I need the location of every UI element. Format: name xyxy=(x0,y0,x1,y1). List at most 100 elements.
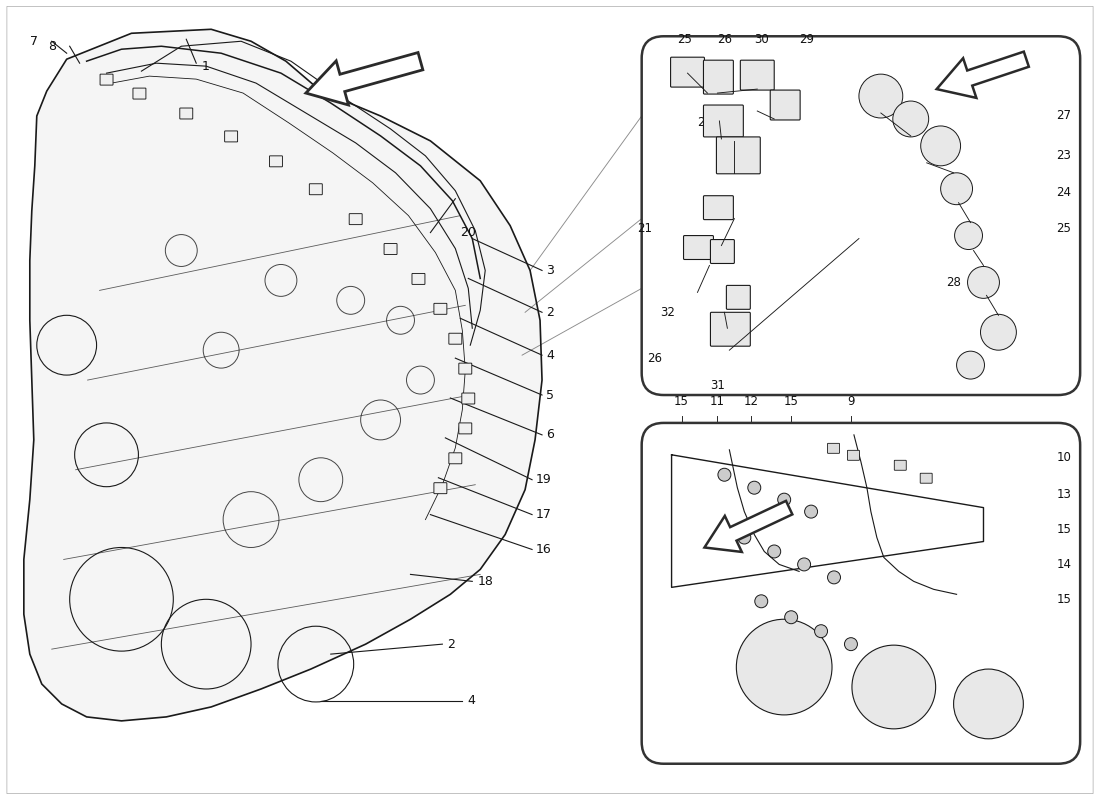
FancyBboxPatch shape xyxy=(412,274,425,285)
Text: 9: 9 xyxy=(847,395,855,408)
Circle shape xyxy=(784,610,798,624)
Circle shape xyxy=(851,645,936,729)
FancyBboxPatch shape xyxy=(459,363,472,374)
FancyBboxPatch shape xyxy=(711,312,750,346)
Text: 7: 7 xyxy=(30,34,37,48)
FancyBboxPatch shape xyxy=(641,423,1080,764)
Text: 25: 25 xyxy=(697,117,712,130)
FancyBboxPatch shape xyxy=(462,393,475,404)
Circle shape xyxy=(738,531,751,544)
FancyBboxPatch shape xyxy=(894,460,906,470)
Circle shape xyxy=(755,595,768,608)
Text: 11: 11 xyxy=(710,395,725,408)
FancyBboxPatch shape xyxy=(921,474,932,483)
Text: 2: 2 xyxy=(448,638,455,650)
Text: 26: 26 xyxy=(717,34,732,46)
Circle shape xyxy=(980,314,1016,350)
Text: 25: 25 xyxy=(1056,222,1071,235)
FancyBboxPatch shape xyxy=(847,450,859,460)
FancyBboxPatch shape xyxy=(433,482,447,494)
Circle shape xyxy=(968,266,1000,298)
Text: 8: 8 xyxy=(47,40,56,53)
Text: 1: 1 xyxy=(201,60,209,73)
Text: 10: 10 xyxy=(1056,451,1071,464)
Text: 24: 24 xyxy=(1056,186,1071,199)
FancyBboxPatch shape xyxy=(433,303,447,314)
Text: 22: 22 xyxy=(692,249,707,262)
Text: 32: 32 xyxy=(660,306,675,319)
Text: 4: 4 xyxy=(546,349,554,362)
FancyBboxPatch shape xyxy=(449,453,462,464)
Text: 21: 21 xyxy=(637,222,652,235)
FancyBboxPatch shape xyxy=(711,239,735,263)
Text: 27: 27 xyxy=(1056,110,1071,122)
Text: 4: 4 xyxy=(468,694,475,707)
FancyBboxPatch shape xyxy=(270,156,283,167)
Circle shape xyxy=(768,545,781,558)
Polygon shape xyxy=(937,52,1028,98)
Circle shape xyxy=(748,482,761,494)
Text: 14: 14 xyxy=(1056,558,1071,571)
Text: 17: 17 xyxy=(536,508,552,521)
Text: 15: 15 xyxy=(1056,593,1071,606)
Circle shape xyxy=(893,101,928,137)
FancyBboxPatch shape xyxy=(384,243,397,254)
Text: 23: 23 xyxy=(1056,150,1071,162)
Text: 6: 6 xyxy=(546,428,554,442)
FancyBboxPatch shape xyxy=(704,60,734,94)
FancyBboxPatch shape xyxy=(100,74,113,85)
FancyBboxPatch shape xyxy=(740,60,774,90)
Text: 26: 26 xyxy=(647,352,662,365)
FancyBboxPatch shape xyxy=(459,423,472,434)
Text: 15: 15 xyxy=(1056,523,1071,536)
FancyBboxPatch shape xyxy=(349,214,362,225)
Text: 28: 28 xyxy=(946,276,961,289)
FancyBboxPatch shape xyxy=(641,36,1080,395)
Circle shape xyxy=(798,558,811,571)
Circle shape xyxy=(955,222,982,250)
FancyBboxPatch shape xyxy=(133,88,146,99)
Circle shape xyxy=(718,468,730,482)
Text: 31: 31 xyxy=(710,378,725,391)
Text: 18: 18 xyxy=(477,575,493,588)
FancyBboxPatch shape xyxy=(704,105,744,137)
Text: 3: 3 xyxy=(546,264,554,277)
FancyBboxPatch shape xyxy=(716,137,760,174)
Text: 16: 16 xyxy=(536,543,552,556)
FancyBboxPatch shape xyxy=(770,90,800,120)
FancyBboxPatch shape xyxy=(449,334,462,344)
Text: 13: 13 xyxy=(1056,488,1071,501)
Circle shape xyxy=(736,619,832,715)
Circle shape xyxy=(859,74,903,118)
Circle shape xyxy=(804,505,817,518)
Polygon shape xyxy=(704,501,792,552)
Circle shape xyxy=(815,625,827,638)
Circle shape xyxy=(845,638,857,650)
FancyBboxPatch shape xyxy=(726,286,750,310)
FancyBboxPatch shape xyxy=(827,443,839,454)
FancyBboxPatch shape xyxy=(671,57,704,87)
Text: 19: 19 xyxy=(536,474,552,486)
Polygon shape xyxy=(664,619,1064,750)
Text: 15: 15 xyxy=(674,395,689,408)
FancyBboxPatch shape xyxy=(683,235,714,259)
Circle shape xyxy=(827,571,840,584)
FancyBboxPatch shape xyxy=(179,108,192,119)
Text: 29: 29 xyxy=(800,34,815,46)
FancyBboxPatch shape xyxy=(309,184,322,194)
Circle shape xyxy=(921,126,960,166)
Text: 5: 5 xyxy=(546,389,554,402)
Text: 25: 25 xyxy=(678,34,692,46)
Circle shape xyxy=(940,173,972,205)
Circle shape xyxy=(954,669,1023,739)
Text: 15: 15 xyxy=(783,395,799,408)
Polygon shape xyxy=(306,53,422,105)
Text: 2: 2 xyxy=(546,306,554,319)
FancyBboxPatch shape xyxy=(224,131,238,142)
Text: 30: 30 xyxy=(754,34,769,46)
Text: 12: 12 xyxy=(744,395,759,408)
FancyBboxPatch shape xyxy=(704,196,734,220)
Text: 20: 20 xyxy=(460,226,476,239)
Circle shape xyxy=(778,493,791,506)
Circle shape xyxy=(957,351,984,379)
